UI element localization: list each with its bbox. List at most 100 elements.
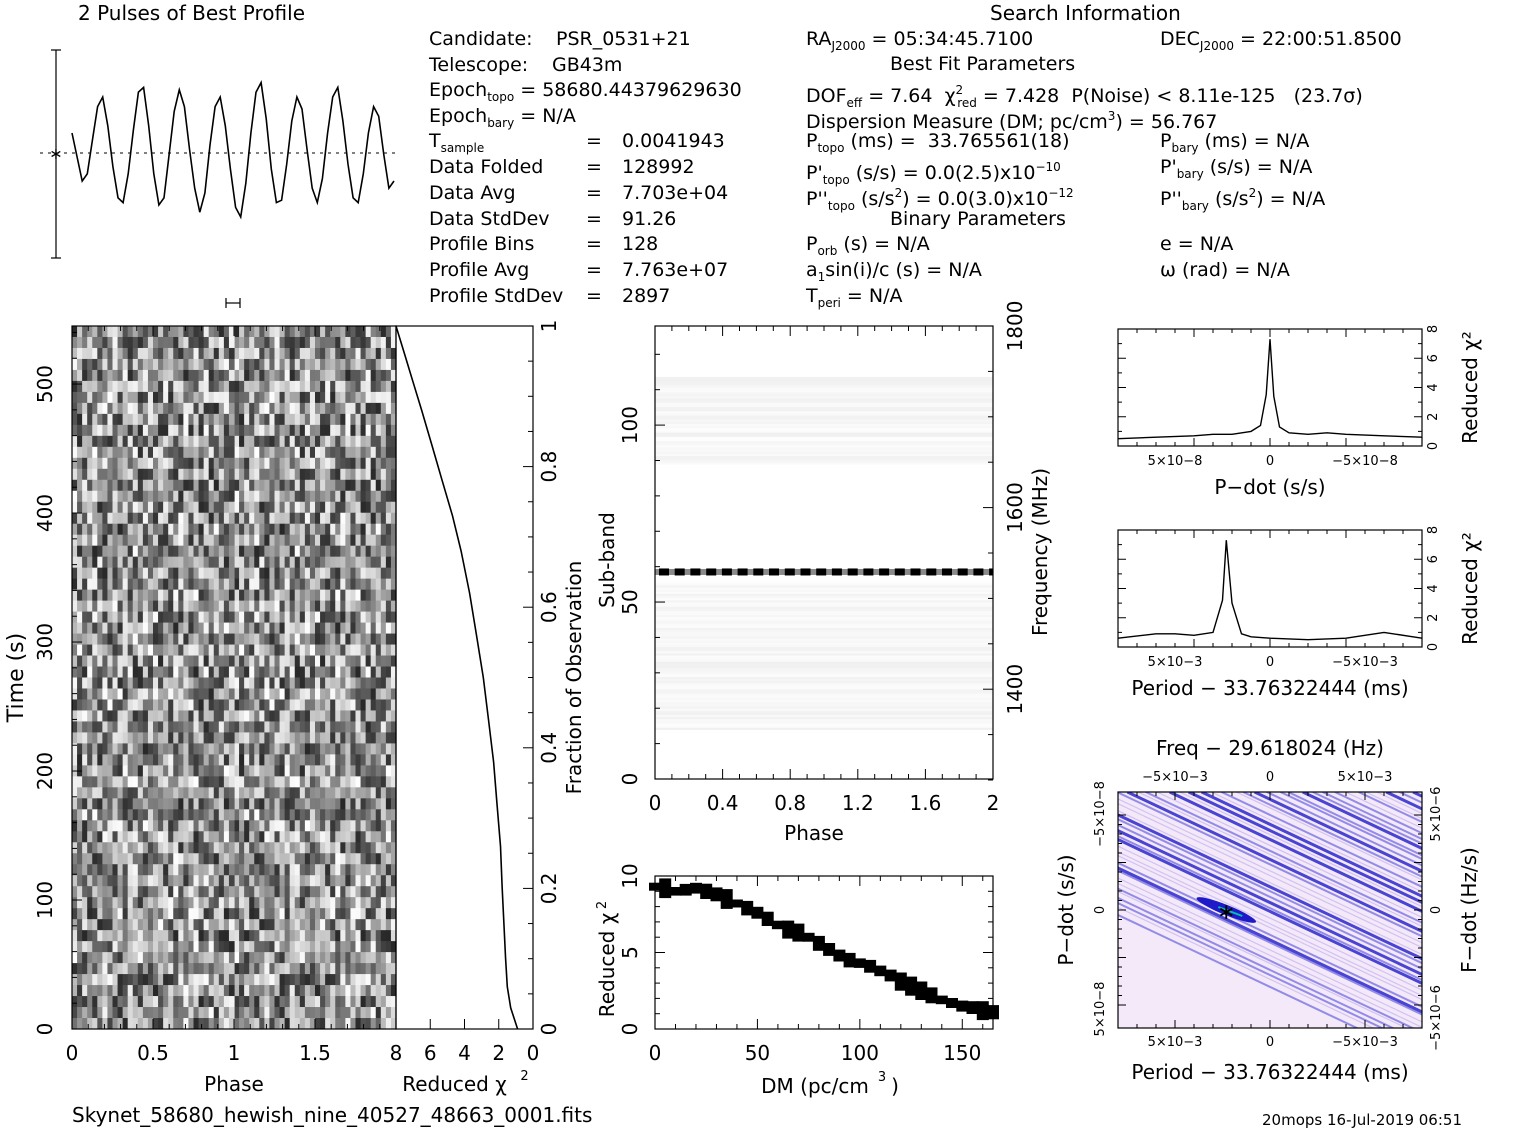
- time-phase-cell: [117, 820, 124, 832]
- time-phase-cell: [198, 831, 205, 843]
- time-phase-cell: [102, 677, 109, 690]
- time-phase-cell: [163, 710, 169, 723]
- time-phase-cell: [309, 479, 316, 492]
- time-phase-cell: [208, 710, 215, 723]
- data-avg-label: Data Avg: [429, 182, 516, 204]
- fit-stats: DOFeff = 7.64 χ2red = 7.428 P(Noise) < 8…: [806, 83, 1363, 110]
- subband-row: [655, 440, 993, 444]
- time-phase-cell: [239, 820, 245, 832]
- time-phase-cell: [390, 776, 396, 788]
- time-phase-cell: [274, 523, 281, 536]
- time-phase-cell: [340, 831, 346, 843]
- time-phase-cell: [320, 446, 326, 459]
- time-phase-cell: [97, 996, 103, 1008]
- time-phase-cell: [153, 831, 159, 843]
- tsample-label: Tsample: [429, 130, 485, 156]
- time-phase-cell: [117, 886, 124, 898]
- time-phase-cell: [193, 776, 200, 788]
- time-phase-cell: [72, 622, 78, 635]
- time-phase-cell: [213, 501, 220, 514]
- time-phase-cell: [380, 886, 387, 898]
- time-phase-cell: [325, 600, 331, 613]
- time-phase-cell: [355, 424, 362, 437]
- time-phase-cell: [147, 930, 154, 942]
- time-phase-cell: [163, 721, 169, 734]
- time-phase-cell: [168, 534, 174, 547]
- time-phase-cell: [92, 644, 98, 657]
- time-phase-cell: [97, 589, 103, 602]
- time-phase-cell: [325, 897, 331, 909]
- time-phase-cell: [325, 589, 331, 602]
- time-phase-cell: [168, 457, 174, 470]
- time-phase-cell: [228, 622, 235, 635]
- time-phase-cell: [92, 732, 98, 744]
- time-phase-cell: [279, 369, 286, 382]
- time-phase-cell: [142, 930, 149, 942]
- time-phase-cell: [168, 600, 174, 613]
- time-phase-cell: [375, 655, 382, 668]
- time-phase-cell: [168, 787, 174, 799]
- time-phase-cell: [304, 380, 311, 393]
- time-phase-cell: [173, 831, 179, 843]
- time-phase-cell: [304, 985, 311, 997]
- time-phase-cell: [365, 424, 372, 437]
- time-phase-cell: [279, 347, 286, 360]
- time-phase-cell: [117, 941, 124, 953]
- cube-ridge: [1118, 829, 1422, 977]
- time-phase-cell: [315, 457, 321, 470]
- time-phase-cell: [330, 336, 336, 349]
- subband-row: [655, 599, 993, 603]
- time-phase-cell: [127, 655, 134, 668]
- time-phase-cell: [188, 578, 195, 591]
- time-phase-cell: [158, 732, 164, 744]
- time-phase-cell: [330, 490, 336, 503]
- time-phase-cell: [173, 919, 179, 931]
- time-phase-cell: [183, 347, 190, 360]
- time-phase-cell: [132, 787, 139, 799]
- time-phase-cell: [390, 996, 396, 1008]
- time-phase-cell: [279, 336, 286, 349]
- time-phase-cell: [249, 699, 255, 712]
- time-phase-cell: [254, 699, 260, 712]
- strong-band-pulse: [659, 568, 669, 576]
- x-tick-label: 2: [492, 1041, 505, 1065]
- subband-row: [655, 449, 993, 452]
- time-phase-cell: [72, 809, 78, 821]
- time-phase-cell: [345, 424, 352, 437]
- time-phase-cell: [289, 413, 296, 426]
- time-phase-cell: [304, 721, 311, 734]
- time-phase-cell: [309, 732, 316, 744]
- time-phase-cell: [153, 919, 159, 931]
- time-phase-cell: [147, 622, 154, 635]
- subband-row: [655, 631, 993, 635]
- time-phase-cell: [218, 853, 225, 865]
- time-phase-cell: [294, 468, 301, 481]
- ra: RAJ2000 = 05:34:45.7100: [806, 28, 1034, 54]
- time-phase-cell: [163, 985, 169, 997]
- time-phase-cell: [183, 908, 190, 920]
- time-phase-cell: [183, 336, 190, 349]
- time-phase-cell: [274, 435, 281, 448]
- time-phase-cell: [380, 622, 387, 635]
- time-phase-cell: [239, 523, 245, 536]
- time-phase-cell: [188, 941, 195, 953]
- time-phase-cell: [259, 523, 265, 536]
- time-phase-cell: [127, 908, 134, 920]
- time-phase-cell: [325, 545, 331, 558]
- time-phase-cell: [320, 479, 326, 492]
- time-phase-cell: [315, 435, 321, 448]
- time-phase-cell: [350, 655, 357, 668]
- time-phase-cell: [325, 413, 331, 426]
- dof-value: 7.64: [890, 85, 933, 107]
- time-phase-cell: [274, 798, 281, 810]
- time-phase-cell: [385, 776, 392, 788]
- time-phase-cell: [269, 468, 276, 481]
- time-phase-cell: [142, 336, 149, 349]
- subband-row: [655, 661, 993, 665]
- time-phase-cell: [239, 908, 245, 920]
- time-phase-cell: [153, 512, 159, 525]
- time-phase-cell: [153, 952, 159, 964]
- time-phase-cell: [183, 424, 190, 437]
- time-phase-cell: [72, 369, 78, 382]
- time-phase-cell: [315, 644, 321, 657]
